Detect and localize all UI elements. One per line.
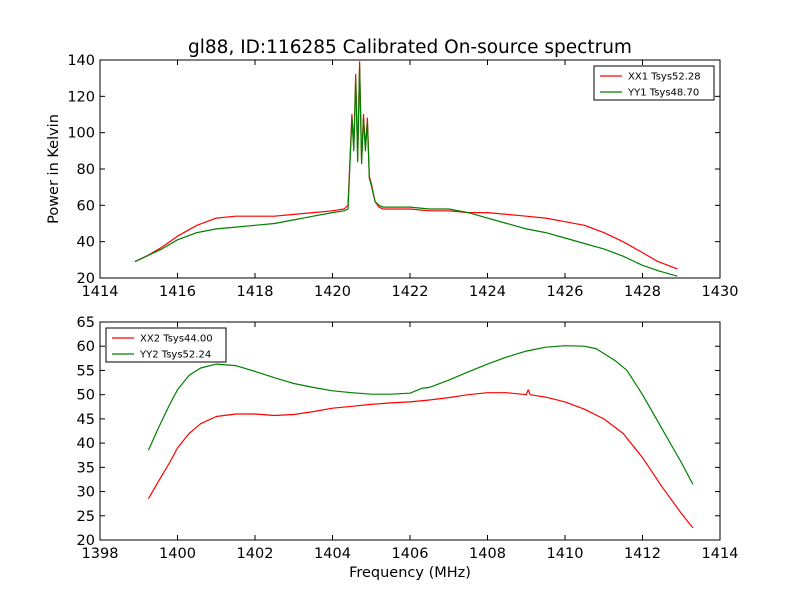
x-tick-label: 1420 <box>314 284 351 300</box>
x-tick-label: 1422 <box>392 284 429 300</box>
x-tick-label: 1416 <box>159 284 196 300</box>
x-tick-label: 1414 <box>82 284 119 300</box>
x-tick-label: 1426 <box>547 284 584 300</box>
y-tick-label: 40 <box>77 436 95 452</box>
y-tick-label: 45 <box>77 412 95 428</box>
y-axis-label: Power in Kelvin <box>46 114 62 224</box>
legend: XX1 Tsys52.28 YY1 Tsys48.70 <box>593 65 715 101</box>
y-tick-label: 40 <box>77 235 95 251</box>
y-tick-label: 50 <box>77 388 95 404</box>
y-tick-label: 55 <box>77 363 95 379</box>
y-tick-label: 65 <box>77 315 95 331</box>
bottom-panel: 1398 1400 1402 1404 1406 1408 1410 1412 1414 20 25… <box>77 315 739 562</box>
x-tick-label: 1428 <box>624 284 661 300</box>
legend-box <box>593 65 715 101</box>
legend-label: YY2 Tsys52.24 <box>139 350 211 361</box>
y-tick-label: 60 <box>77 198 95 214</box>
series-line-xx <box>147 389 694 529</box>
x-tick-label: 1404 <box>314 546 351 562</box>
x-tick-label: 1402 <box>237 546 274 562</box>
x-tick-label: 1414 <box>702 546 739 562</box>
legend-label: XX1 Tsys52.28 <box>628 72 701 83</box>
legend-label: YY1 Tsys48.70 <box>627 88 699 99</box>
x-tick-label: 1430 <box>702 284 739 300</box>
y-tick-label: 30 <box>77 485 95 501</box>
legend-label: XX2 Tsys44.00 <box>140 334 213 345</box>
x-tick-label: 1424 <box>469 284 506 300</box>
x-tick-label: 1408 <box>469 546 506 562</box>
x-tick-label: 1398 <box>82 546 119 562</box>
legend: XX2 Tsys44.00 YY2 Tsys52.24 <box>105 327 227 363</box>
x-tick-label: 1412 <box>624 546 661 562</box>
series-line-yy <box>147 345 694 485</box>
x-tick-label: 1406 <box>392 546 429 562</box>
y-tick-label: 140 <box>67 53 95 69</box>
y-tick-label: 25 <box>77 509 95 525</box>
top-panel: 1414 1416 1418 1420 1422 1424 1426 1428 1430 20 40… <box>67 53 738 300</box>
x-tick-label: 1410 <box>547 546 584 562</box>
x-axis-label: Frequency (MHz) <box>349 565 471 581</box>
y-tick-label: 100 <box>67 126 95 142</box>
series-line-yy <box>134 64 678 277</box>
chart-title: gl88, ID:116285 Calibrated On-source spe… <box>188 37 632 58</box>
y-tick-label: 20 <box>77 533 95 549</box>
legend-box <box>105 327 227 363</box>
y-tick-label: 60 <box>77 339 95 355</box>
x-tick-label: 1400 <box>159 546 196 562</box>
y-tick-label: 20 <box>77 271 95 287</box>
x-tick-label: 1418 <box>237 284 274 300</box>
y-tick-label: 35 <box>77 460 95 476</box>
y-tick-label: 80 <box>77 162 95 178</box>
y-tick-label: 120 <box>67 89 95 105</box>
